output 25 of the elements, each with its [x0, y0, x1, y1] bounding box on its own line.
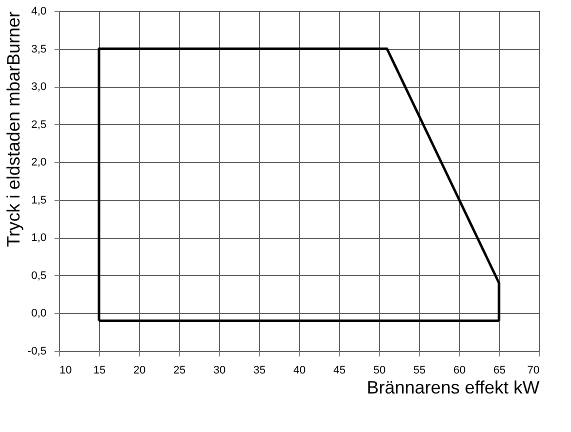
x-tick-label: 20	[133, 364, 146, 376]
x-tick-label: 10	[60, 364, 72, 376]
y-axis-title: Tryck i eldstaden mbarBurner	[4, 12, 24, 247]
y-tick-label: 1,5	[31, 194, 46, 206]
y-tick-label: 2,5	[31, 118, 46, 131]
y-tick-label: 2,0	[31, 156, 46, 169]
x-tick-label: 70	[527, 364, 540, 376]
x-tick-label: 55	[413, 364, 426, 376]
y-tick-label: 4,0	[31, 6, 46, 18]
y-tick-label: 3,5	[31, 43, 46, 56]
x-tick-label: 50	[373, 364, 386, 376]
x-tick-label: 65	[493, 364, 506, 376]
x-tick-label: 35	[253, 364, 266, 376]
y-tick-label: 3,0	[31, 81, 46, 94]
y-tick-label: 1,0	[31, 232, 46, 244]
x-tick-label: 15	[93, 364, 106, 376]
y-tick-label: 0,5	[31, 270, 46, 282]
x-tick-label: 30	[213, 364, 226, 376]
x-axis-title: Brännarens effekt kW	[366, 378, 540, 398]
x-tick-label: 25	[173, 364, 186, 376]
x-tick-label: 40	[293, 364, 306, 376]
y-tick-label: 0,0	[31, 308, 46, 320]
x-tick-label: 60	[453, 364, 466, 376]
y-tick-label: -0,5	[28, 346, 46, 358]
x-tick-label: 45	[333, 364, 346, 376]
